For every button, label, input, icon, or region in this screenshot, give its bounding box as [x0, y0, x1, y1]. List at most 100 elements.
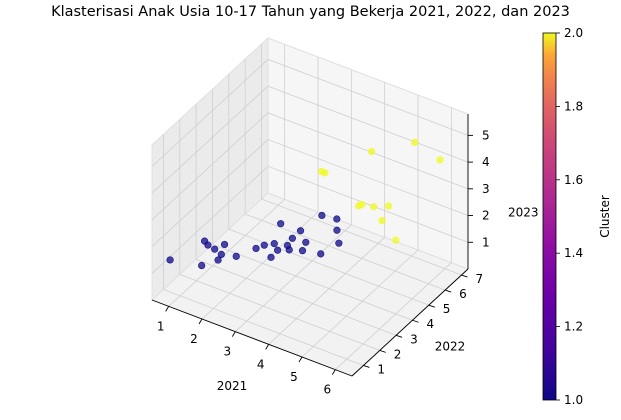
- data-point: [392, 236, 400, 244]
- y-gridline: [228, 74, 429, 306]
- y-tick-label: 5: [443, 302, 451, 316]
- y-tick-label: 4: [426, 317, 434, 331]
- y-tick-label: 2: [394, 347, 402, 361]
- data-points: [166, 138, 444, 270]
- data-point: [367, 147, 376, 156]
- z-gridline: [151, 139, 469, 247]
- colorbar-gradient: [542, 32, 557, 401]
- x-tick-label: 1: [157, 319, 165, 333]
- x-tick: [198, 318, 203, 325]
- data-point: [211, 245, 219, 253]
- x-tick-label: 5: [290, 370, 298, 384]
- data-point: [436, 156, 444, 164]
- y-tick: [428, 304, 435, 308]
- data-point: [317, 250, 325, 258]
- data-point: [298, 247, 307, 255]
- x-gridline: [168, 44, 286, 307]
- data-point: [335, 239, 343, 247]
- y-tick-label: 6: [459, 287, 467, 301]
- colorbar: 1.0 1.2 1.4 1.6 1.8 2.0 Cluster: [542, 26, 612, 407]
- y-gridline: [212, 89, 413, 321]
- y-tick-label: 1: [377, 362, 385, 376]
- data-point: [277, 220, 285, 228]
- data-point: [288, 234, 296, 242]
- y-axis-line: [351, 268, 469, 377]
- data-point: [232, 252, 240, 260]
- data-point: [285, 246, 293, 254]
- y-gridline: [163, 134, 364, 366]
- y-tick: [412, 319, 419, 323]
- grid-lines: [151, 44, 469, 370]
- y-gridline: [244, 59, 446, 291]
- y-axis-label: 2022: [435, 340, 466, 354]
- data-point: [270, 240, 278, 248]
- y-tick: [461, 274, 468, 278]
- x-gridline: [235, 69, 352, 332]
- y-gridline: [261, 44, 462, 276]
- x-tick-label: 3: [224, 345, 232, 359]
- colorbar-label: Cluster: [598, 195, 612, 238]
- data-point: [358, 200, 366, 209]
- z-tick-label: 5: [482, 128, 490, 142]
- x-tick-label: 6: [324, 383, 332, 397]
- data-point: [252, 244, 260, 253]
- x-gridline: [268, 82, 386, 345]
- data-point: [302, 238, 310, 246]
- x-gridline: [201, 57, 319, 320]
- x-gridline: [335, 107, 452, 370]
- z-tick-label: 4: [482, 155, 490, 169]
- data-point: [166, 256, 174, 264]
- data-point: [318, 211, 326, 220]
- x-tick-label: 2: [190, 332, 198, 346]
- z-tick-label: 1: [482, 235, 490, 249]
- x-tick: [331, 369, 336, 375]
- axis-panes: [151, 36, 469, 377]
- data-point: [214, 256, 222, 264]
- x-tick-label: 4: [257, 357, 265, 371]
- x-tick: [165, 306, 170, 312]
- z-tick-label: 3: [482, 182, 490, 196]
- data-point: [220, 240, 229, 249]
- colorbar-tick-label: 1.6: [564, 173, 583, 187]
- z-tick-label: 2: [482, 209, 490, 223]
- data-point: [267, 253, 275, 261]
- z-gridline: [151, 165, 469, 274]
- z-axis-label: 2023: [508, 206, 539, 220]
- data-point: [204, 241, 212, 249]
- data-point: [321, 169, 329, 177]
- y-gridline: [195, 104, 397, 336]
- data-point: [384, 202, 393, 210]
- data-point: [217, 250, 225, 258]
- x-tick: [298, 356, 303, 363]
- y-tick: [363, 365, 370, 368]
- y-tick: [379, 349, 386, 353]
- chart-title: Klasterisasi Anak Usia 10-17 Tahun yang …: [51, 4, 570, 20]
- data-point: [198, 261, 206, 270]
- y-gridline: [179, 119, 380, 351]
- colorbar-tick-label: 1.8: [564, 99, 583, 113]
- data-point: [370, 203, 378, 211]
- data-point: [333, 226, 341, 234]
- z-gridline: [151, 58, 469, 167]
- colorbar-tick-label: 2.0: [564, 26, 583, 40]
- z-gridline: [151, 112, 469, 221]
- x-axis-line: [151, 299, 353, 377]
- x-gridline: [301, 95, 419, 358]
- data-point: [274, 246, 282, 254]
- colorbar-tick-label: 1.0: [564, 393, 583, 407]
- data-point: [411, 138, 419, 146]
- data-point: [260, 241, 268, 249]
- data-point: [333, 215, 341, 223]
- colorbar-tick-label: 1.2: [564, 320, 583, 334]
- data-point: [378, 217, 386, 225]
- y-tick-label: 3: [410, 332, 418, 346]
- x-tick: [231, 331, 236, 337]
- x-tick: [265, 344, 270, 350]
- z-gridline: [151, 85, 469, 194]
- data-point: [296, 227, 305, 235]
- colorbar-tick-label: 1.4: [564, 246, 583, 260]
- y-tick-label: 7: [475, 272, 483, 286]
- axis-lines: [151, 114, 473, 377]
